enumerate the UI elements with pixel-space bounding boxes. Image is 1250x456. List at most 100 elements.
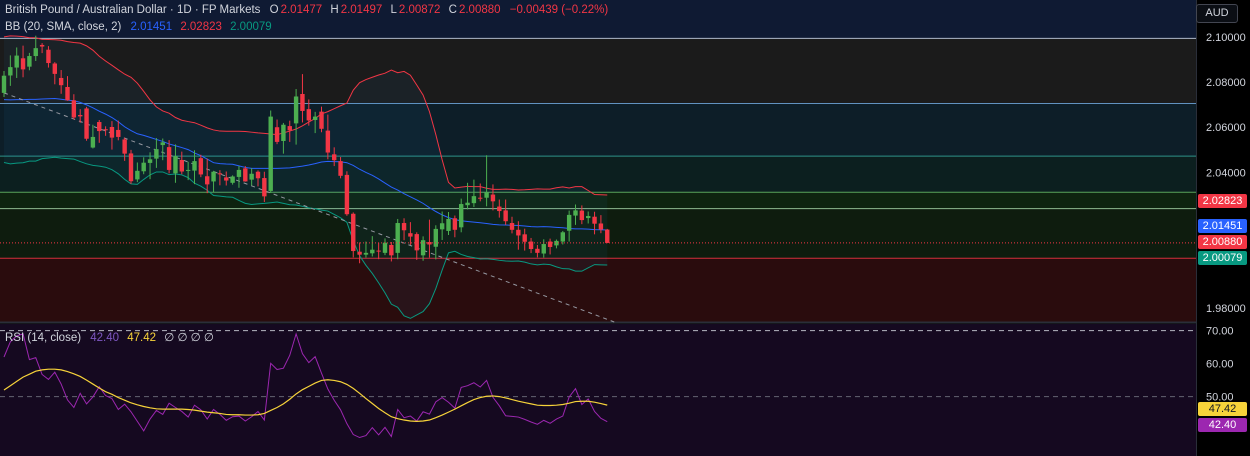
candle	[141, 157, 146, 175]
candle-body	[97, 122, 102, 132]
candle-body	[46, 49, 51, 64]
candle-body	[338, 161, 343, 176]
candle	[39, 43, 45, 54]
candle-body	[217, 173, 223, 175]
candle-body	[58, 77, 64, 86]
candle-body	[509, 223, 515, 230]
candle	[135, 162, 140, 183]
bb-label[interactable]: BB (20, SMA, close, 2)	[5, 21, 122, 33]
candle	[268, 110, 273, 193]
price-tick-label: 2.04000	[1206, 167, 1246, 179]
candle	[459, 198, 464, 233]
candle-body	[268, 116, 273, 191]
candle	[395, 218, 400, 260]
candle	[179, 151, 184, 175]
candle	[293, 89, 299, 145]
candle	[312, 111, 318, 134]
rsi-tick-label: 60.00	[1206, 359, 1234, 371]
candle-body	[160, 142, 165, 146]
bb-lower-value: 2.00079	[230, 21, 272, 33]
rsi-price-tag: 42.40	[1198, 418, 1247, 432]
candle-body	[78, 115, 83, 117]
candle	[408, 222, 413, 245]
candle-body	[122, 139, 127, 154]
candle-body	[363, 252, 369, 255]
candle	[370, 236, 375, 257]
candle-body	[598, 223, 604, 230]
candle-body	[497, 206, 502, 212]
high-value: 2.01497	[340, 4, 383, 16]
candle-body	[141, 162, 146, 172]
bb-legend[interactable]: BB (20, SMA, close, 2) 2.01451 2.02823 2…	[5, 20, 274, 34]
bb-lower-price-tag: 2.00079	[1198, 251, 1247, 265]
candle-body	[27, 56, 32, 67]
candle	[605, 228, 610, 244]
symbol-title[interactable]: British Pound / Australian Dollar · 1D ·…	[5, 4, 261, 16]
candle	[357, 242, 362, 264]
candle	[509, 216, 515, 234]
low-value: 2.00872	[398, 4, 441, 16]
rsi-line	[3, 332, 608, 439]
candle-body	[471, 196, 477, 204]
candle	[20, 45, 26, 78]
bb-fill	[4, 35, 608, 319]
candle	[306, 99, 311, 126]
candle	[255, 170, 261, 187]
candle	[503, 199, 508, 225]
candle	[281, 122, 286, 154]
candle-body	[192, 161, 197, 171]
candle-body	[459, 204, 464, 228]
candle-body	[547, 241, 553, 247]
currency-button[interactable]: AUD	[1196, 4, 1238, 23]
candle	[344, 171, 350, 216]
candle	[592, 211, 597, 235]
candle-body	[351, 213, 356, 252]
candle-body	[605, 229, 610, 243]
candle	[325, 114, 331, 160]
candle	[116, 120, 121, 141]
candle	[198, 154, 204, 178]
price-zone	[0, 103, 1196, 157]
bb-upper-value: 2.02823	[180, 21, 222, 33]
bb-upper-price-tag: 2.02823	[1198, 194, 1247, 208]
candle-body	[198, 158, 204, 175]
price-tick-label: 2.06000	[1206, 122, 1246, 134]
candle	[471, 179, 477, 207]
rsi-label[interactable]: RSI (14, close)	[5, 332, 82, 344]
candle	[490, 184, 496, 211]
candle	[497, 199, 502, 218]
candle	[541, 239, 546, 258]
candle	[14, 47, 19, 78]
candle-body	[8, 67, 13, 76]
price-zone	[0, 208, 1196, 259]
candle	[566, 210, 572, 242]
candle-body	[490, 194, 496, 202]
candle-body	[554, 240, 559, 246]
candle	[236, 166, 242, 188]
rsi-extra-values: ∅ ∅ ∅ ∅	[164, 332, 214, 344]
rsi-legend[interactable]: RSI (14, close) 42.40 47.42 ∅ ∅ ∅ ∅	[5, 331, 216, 345]
candle-body	[370, 249, 375, 254]
rsi-ma-price-tag: 47.42	[1198, 402, 1247, 416]
candle	[84, 106, 89, 141]
candle	[8, 55, 13, 86]
candle-body	[528, 241, 534, 250]
candle	[446, 211, 451, 236]
rsi-tick-label: 70.00	[1206, 326, 1234, 338]
candle	[160, 138, 165, 161]
candle	[547, 238, 553, 255]
open-label: O	[269, 4, 279, 16]
last-price-tag: 2.00880	[1198, 235, 1247, 249]
candle	[528, 237, 534, 254]
candle	[211, 170, 216, 193]
bb-basis-value: 2.01451	[130, 21, 173, 33]
candle-body	[414, 234, 419, 251]
candle-body	[420, 240, 426, 256]
candle	[128, 149, 134, 184]
candle	[90, 124, 96, 149]
price-zone	[0, 192, 1196, 209]
candle	[351, 212, 356, 258]
candle-body	[401, 223, 407, 231]
